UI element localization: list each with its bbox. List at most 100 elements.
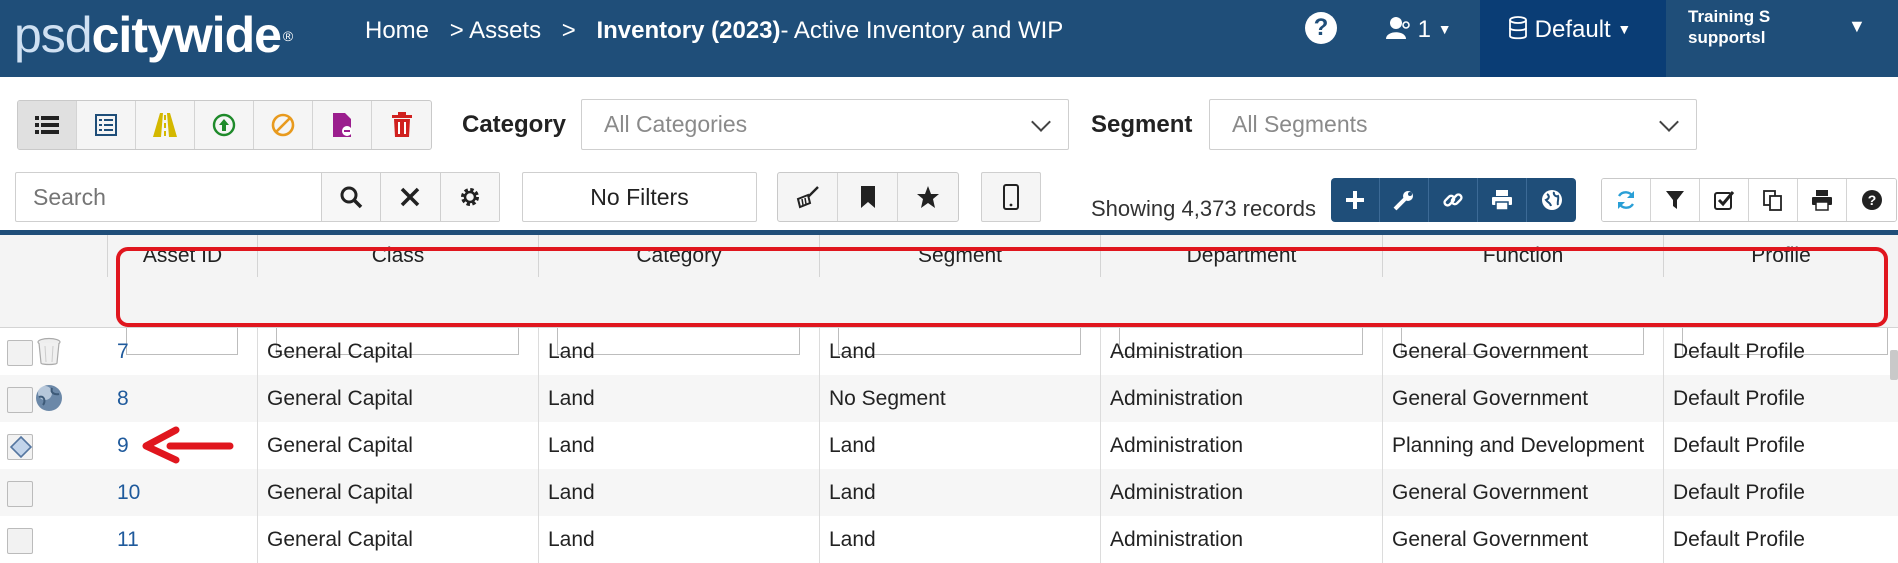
clear-search-button[interactable] [380, 173, 440, 221]
chevron-down-icon [1031, 112, 1051, 132]
active-assets-button[interactable] [195, 101, 254, 149]
check-button[interactable] [1700, 179, 1749, 221]
search-input[interactable] [16, 173, 321, 221]
segment-label: Segment [1091, 111, 1193, 138]
column-header-asset-id[interactable]: Asset ID [108, 235, 258, 277]
list-view-button[interactable] [18, 101, 77, 149]
bookmark-button[interactable] [838, 173, 898, 221]
printer-icon [1812, 190, 1832, 211]
row-checkbox[interactable] [7, 340, 33, 366]
cell-asset-id[interactable]: 7 [108, 328, 258, 375]
plus-icon [1346, 191, 1364, 209]
cell-class: General Capital [258, 328, 539, 375]
cell-category: Land [539, 516, 820, 563]
segment-filter-input[interactable] [838, 327, 1081, 355]
star-icon [917, 186, 939, 208]
copy-icon [1763, 190, 1782, 211]
top-nav-bar: psdcitywide ® Home > Assets > Inventory (… [0, 0, 1898, 77]
detail-view-button[interactable] [77, 101, 136, 149]
form-icon [95, 114, 117, 136]
add-asset-button[interactable] [1331, 178, 1380, 222]
asset-actions-toolbar [1331, 178, 1576, 222]
chevron-down-icon: ▼ [1617, 21, 1632, 37]
refresh-icon [1617, 191, 1635, 209]
cell-class: General Capital [258, 469, 539, 516]
help-button[interactable]: ? [1847, 179, 1896, 221]
record-count: Showing 4,373 records [1091, 196, 1317, 221]
filter-button[interactable] [1651, 179, 1700, 221]
cell-department: Administration [1101, 328, 1383, 375]
function-filter-input[interactable] [1401, 327, 1644, 355]
print-grid-button[interactable] [1798, 179, 1847, 221]
breadcrumb-assets[interactable]: > Assets [449, 17, 542, 44]
cell-asset-id[interactable]: 8 [108, 375, 258, 422]
grid-header-separator [0, 327, 1898, 328]
department-filter-input[interactable] [1119, 327, 1363, 355]
cell-asset-id[interactable]: 10 [108, 469, 258, 516]
search-settings-button[interactable] [439, 173, 499, 221]
question-circle-icon: ? [1861, 190, 1882, 210]
mobile-phone-icon [1003, 184, 1019, 210]
pending-assets-button[interactable] [313, 101, 372, 149]
gear-icon [460, 188, 479, 206]
table-row[interactable]: 9 General Capital Land Land Administrati… [0, 422, 1898, 469]
no-filters-button[interactable]: No Filters [522, 172, 757, 222]
mobile-view-button[interactable] [981, 172, 1041, 222]
segment-select[interactable]: All Segments [1209, 99, 1697, 150]
link-button[interactable] [1429, 178, 1478, 222]
cell-asset-id[interactable]: 9 [108, 422, 258, 469]
file-minus-icon [333, 113, 352, 137]
tools-button[interactable] [1380, 178, 1429, 222]
cell-function: General Government [1383, 469, 1664, 516]
disposed-assets-button[interactable] [254, 101, 313, 149]
account-name: Training S [1688, 7, 1771, 26]
column-header-class[interactable]: Class [258, 235, 539, 277]
bookmark-icon [860, 186, 875, 208]
breadcrumb-home[interactable]: Home [365, 17, 430, 44]
row-checkbox[interactable] [7, 528, 33, 554]
cell-profile: Default Profile [1673, 434, 1805, 457]
favorites-button[interactable] [898, 173, 958, 221]
cell-segment: Land [820, 469, 1101, 516]
row-checkbox[interactable] [7, 387, 33, 413]
map-button[interactable] [1527, 178, 1576, 222]
asset-id-filter-input[interactable] [126, 327, 238, 355]
deleted-assets-button[interactable] [372, 101, 431, 149]
category-filter-input[interactable] [557, 327, 800, 355]
chevron-down-icon: ▼ [1437, 21, 1452, 37]
category-select[interactable]: All Categories [581, 99, 1069, 150]
row-checkbox[interactable] [7, 481, 33, 507]
table-row[interactable]: 11 General Capital Land Land Administrat… [0, 516, 1898, 563]
account-menu[interactable]: Training S supportsl [1688, 6, 1770, 48]
cell-class: General Capital [258, 516, 539, 563]
database-dropdown[interactable]: Default ▼ [1480, 0, 1666, 77]
chevron-down-icon[interactable]: ▼ [1848, 16, 1866, 36]
column-header-department[interactable]: Department [1101, 235, 1383, 277]
table-row[interactable]: 8 General Capital Land No Segment Admini… [0, 375, 1898, 422]
trash-can-icon [37, 337, 61, 366]
cell-profile: Default Profile [1673, 481, 1805, 504]
filter-tools [777, 172, 959, 222]
users-online-dropdown[interactable]: 1 ▼ [1385, 16, 1452, 44]
ban-icon [271, 113, 295, 137]
user-icon [1386, 17, 1410, 39]
cell-asset-id[interactable]: 11 [108, 516, 258, 563]
clear-filters-button[interactable] [778, 173, 838, 221]
profile-filter-input[interactable] [1682, 327, 1888, 355]
grid-tools-toolbar: ? [1601, 178, 1897, 222]
search-icon [340, 186, 363, 209]
table-row[interactable]: 7 General Capital Land Land Administrati… [0, 328, 1898, 375]
list-icon [35, 116, 59, 134]
selector-column-header [0, 235, 108, 277]
road-view-button[interactable] [136, 101, 195, 149]
search-button[interactable] [321, 173, 381, 221]
copy-button[interactable] [1749, 179, 1798, 221]
cell-profile: Default Profile [1673, 387, 1805, 410]
table-row[interactable]: 10 General Capital Land Land Administrat… [0, 469, 1898, 516]
refresh-button[interactable] [1602, 179, 1651, 221]
vertical-scrollbar[interactable] [1890, 350, 1898, 380]
help-icon[interactable]: ? [1305, 12, 1337, 44]
app-logo[interactable]: psdcitywide ® [14, 7, 293, 63]
cell-segment: No Segment [820, 375, 1101, 422]
print-button[interactable] [1478, 178, 1527, 222]
